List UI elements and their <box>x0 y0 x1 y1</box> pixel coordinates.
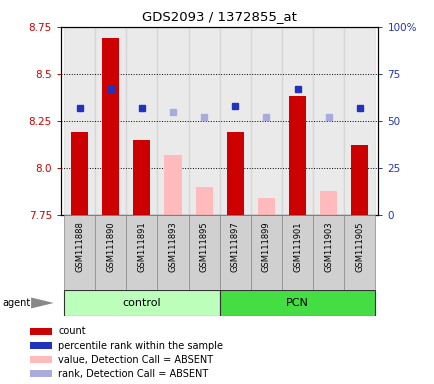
Bar <box>312 27 343 215</box>
Bar <box>312 215 343 290</box>
Text: GSM111905: GSM111905 <box>355 221 363 271</box>
Bar <box>226 132 243 215</box>
Bar <box>64 290 219 316</box>
Text: GSM111893: GSM111893 <box>168 221 177 272</box>
Bar <box>30 328 52 335</box>
Text: GSM111895: GSM111895 <box>199 221 208 271</box>
Bar <box>281 215 312 290</box>
Bar <box>95 215 126 290</box>
Bar <box>219 27 250 215</box>
Text: control: control <box>122 298 161 308</box>
Bar <box>126 27 157 215</box>
Bar <box>281 27 312 215</box>
Text: value, Detection Call = ABSENT: value, Detection Call = ABSENT <box>58 355 213 365</box>
Bar <box>250 215 281 290</box>
Text: rank, Detection Call = ABSENT: rank, Detection Call = ABSENT <box>58 369 208 379</box>
Bar <box>350 146 368 215</box>
Bar <box>64 215 95 290</box>
Bar <box>288 96 306 215</box>
Bar <box>102 38 119 215</box>
Text: GSM111888: GSM111888 <box>75 221 84 272</box>
Bar <box>95 27 126 215</box>
Bar <box>157 215 188 290</box>
Text: GSM111903: GSM111903 <box>323 221 332 271</box>
Bar <box>71 132 88 215</box>
Bar <box>133 140 150 215</box>
Text: GSM111890: GSM111890 <box>106 221 115 271</box>
Text: count: count <box>58 326 86 336</box>
Text: GSM111897: GSM111897 <box>230 221 239 272</box>
Bar <box>30 371 52 377</box>
Bar <box>343 27 375 215</box>
Text: GSM111899: GSM111899 <box>261 221 270 271</box>
Text: GSM111901: GSM111901 <box>293 221 301 271</box>
Polygon shape <box>31 298 54 308</box>
Bar <box>319 190 336 215</box>
Bar <box>188 215 219 290</box>
Bar <box>126 215 157 290</box>
Bar <box>250 27 281 215</box>
Text: percentile rank within the sample: percentile rank within the sample <box>58 341 223 351</box>
Bar <box>219 290 375 316</box>
Bar <box>30 342 52 349</box>
Text: PCN: PCN <box>286 298 308 308</box>
Bar <box>188 27 219 215</box>
Title: GDS2093 / 1372855_at: GDS2093 / 1372855_at <box>142 10 296 23</box>
Bar <box>64 27 95 215</box>
Bar <box>30 356 52 363</box>
Bar <box>257 198 274 215</box>
Bar <box>343 215 375 290</box>
Bar <box>164 155 181 215</box>
Bar <box>195 187 212 215</box>
Bar <box>157 27 188 215</box>
Bar <box>219 215 250 290</box>
Text: agent: agent <box>2 298 30 308</box>
Text: GSM111891: GSM111891 <box>137 221 146 271</box>
